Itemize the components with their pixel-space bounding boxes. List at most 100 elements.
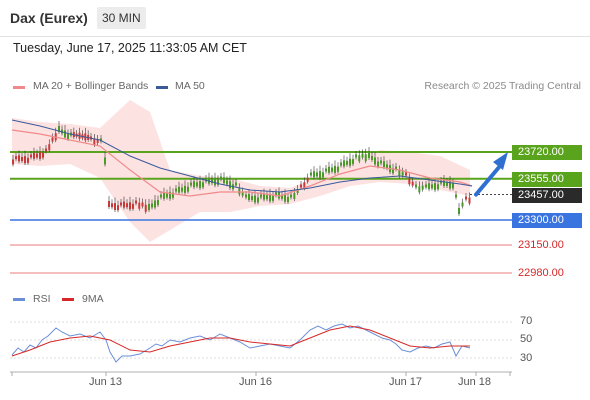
candle-body: [64, 130, 66, 138]
forecast-arrow-head: [493, 152, 508, 170]
candle-body: [328, 166, 330, 173]
candle-body: [322, 172, 324, 178]
candle-body: [334, 165, 336, 173]
secondary-support-2-tag: 22980.00: [518, 267, 564, 279]
candle-body: [449, 181, 451, 189]
candle-body: [226, 180, 228, 185]
candle-body: [349, 158, 351, 166]
candle-body: [51, 137, 54, 142]
candle-body: [290, 194, 292, 198]
candle-body: [36, 153, 38, 158]
candle-body: [163, 192, 165, 199]
rsi-legend-swatch: [13, 298, 25, 301]
candle-body: [220, 176, 222, 180]
candle-body: [263, 193, 265, 200]
candle-body: [310, 172, 312, 176]
candle-body: [260, 194, 262, 198]
candle-body: [21, 157, 23, 161]
candle-body: [24, 156, 26, 164]
candle-body: [287, 197, 289, 203]
candle-body: [272, 195, 274, 201]
candle-body: [241, 191, 244, 196]
timestamp: Tuesday, June 17, 2025 11:33:05 AM CET: [13, 41, 247, 55]
candle-body: [421, 185, 424, 190]
x-label-jun17: Jun 17: [389, 376, 423, 388]
candle-body: [346, 160, 348, 165]
candle-body: [461, 202, 464, 207]
candle-body: [178, 186, 180, 193]
candle-body: [319, 171, 321, 179]
candle-body: [371, 156, 373, 160]
rsi-legend-label: RSI: [33, 293, 51, 305]
ma20-line: [11, 129, 473, 197]
candle-body: [175, 188, 177, 192]
candle-body: [217, 179, 219, 185]
candle-body: [251, 196, 253, 200]
resistance-level-2-tag: 23555.00: [512, 172, 582, 187]
candle-body: [148, 204, 150, 210]
candle-body: [392, 168, 394, 174]
candle-body: [154, 200, 156, 208]
candle-body: [141, 202, 144, 207]
candle-body: [223, 177, 225, 184]
candle-body: [184, 185, 186, 193]
candle-body: [284, 194, 286, 202]
candle-body: [452, 183, 454, 189]
candle-body: [434, 183, 436, 191]
candle-body: [160, 194, 162, 198]
candle-body: [468, 197, 471, 204]
candle-body: [211, 179, 213, 184]
candle-body: [377, 161, 379, 167]
candle-body: [303, 182, 306, 189]
candle-body: [190, 182, 192, 186]
candle-body: [114, 203, 116, 210]
x-label-jun13: Jun 13: [89, 376, 123, 388]
candle-body: [172, 192, 174, 198]
candle-body: [48, 144, 51, 151]
candle-body: [111, 203, 113, 208]
timeframe-selector[interactable]: 30 MIN: [97, 7, 146, 29]
candle-body: [440, 180, 442, 184]
candle-body: [269, 194, 271, 202]
candle-body: [405, 172, 407, 176]
candle-body: [15, 156, 17, 160]
candle-body: [229, 181, 231, 189]
candle-body: [275, 192, 277, 196]
candle-body: [181, 187, 183, 192]
candle-body: [235, 182, 237, 186]
ma50-legend-swatch: [156, 86, 168, 89]
candle-body: [238, 188, 241, 195]
candle-body: [169, 191, 171, 199]
candle-body: [120, 202, 122, 206]
candle-body: [368, 152, 370, 158]
candle-body: [325, 168, 327, 172]
candle-body: [199, 181, 201, 189]
candle-body: [465, 196, 467, 200]
candle-body: [123, 201, 125, 208]
candle-body: [166, 193, 168, 198]
candle-body: [331, 167, 333, 172]
candle-body: [248, 194, 250, 200]
candle-body: [39, 151, 41, 159]
rsi-level-70: 70: [520, 315, 533, 327]
rsi-level-30: 30: [520, 352, 533, 364]
candle-body: [306, 177, 309, 182]
rsi-ma-legend-swatch: [62, 298, 74, 301]
forecast-arrow-shaft: [474, 164, 502, 197]
candle-body: [135, 200, 137, 204]
candle-body: [443, 180, 445, 186]
secondary-support-1-tag: 23150.00: [518, 239, 564, 251]
candle-body: [293, 193, 296, 199]
candle-body: [117, 205, 119, 211]
candle-body: [352, 159, 354, 165]
candle-body: [296, 189, 299, 193]
candle-body: [132, 203, 134, 209]
candle-body: [108, 201, 110, 207]
candle-body: [281, 194, 283, 199]
current-price-tag: 23457.00: [512, 188, 582, 203]
x-label-jun18: Jun 18: [458, 376, 492, 388]
candle-body: [446, 182, 448, 186]
rsi-ma-legend-label: 9MA: [82, 293, 104, 305]
candle-body: [355, 154, 357, 158]
